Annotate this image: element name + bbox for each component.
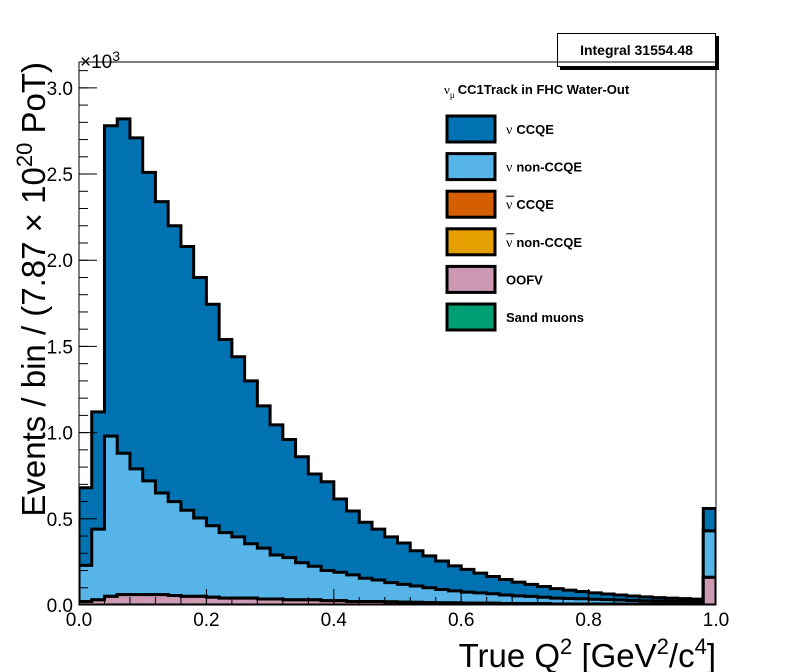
legend-swatch-4 bbox=[445, 264, 497, 294]
y-exponent-power: 3 bbox=[112, 48, 120, 64]
legend-label-0: ν CCQE bbox=[506, 122, 554, 138]
series--ccqe bbox=[79, 117, 716, 605]
x-axis-label-part: [GeV bbox=[572, 637, 656, 672]
chart-title-text: CC1Track in FHC Water-Out bbox=[458, 82, 630, 97]
legend-swatch-5 bbox=[445, 302, 497, 332]
y-tick-label: 2.0 bbox=[47, 251, 73, 272]
y-tick-label: 0.5 bbox=[47, 510, 73, 531]
x-tick-label: 0.2 bbox=[193, 610, 219, 631]
x-tick-label: 0.4 bbox=[321, 610, 348, 631]
legend-label-2: ν CCQE bbox=[506, 197, 554, 213]
legend-label-4: OOFV bbox=[506, 272, 543, 287]
legend-nu-symbol: ν bbox=[506, 198, 512, 213]
x-axis-label-sup: 2 bbox=[657, 634, 669, 659]
legend-label-3: ν non-CCQE bbox=[506, 235, 582, 251]
x-axis-label-part: /c bbox=[669, 637, 695, 672]
legend-swatch-2 bbox=[445, 189, 497, 219]
y-axis-label-part: PoT) bbox=[15, 62, 52, 143]
y-tick-label: 2.5 bbox=[47, 165, 73, 186]
legend-text: CCQE bbox=[516, 122, 554, 137]
legend-swatch-3 bbox=[445, 227, 497, 257]
y-tick-label: 1.0 bbox=[47, 424, 73, 445]
y-tick-label: 0.0 bbox=[47, 596, 73, 617]
legend-label-1: ν non-CCQE bbox=[506, 160, 582, 176]
legend-swatch-0 bbox=[445, 114, 497, 144]
legend-text: Sand muons bbox=[506, 310, 584, 325]
x-tick-label: 0.6 bbox=[448, 610, 474, 631]
y-tick-label: 1.5 bbox=[47, 337, 73, 358]
legend-nu-symbol: ν bbox=[506, 161, 512, 176]
x-axis-label-sup: 2 bbox=[560, 634, 572, 659]
x-axis-label-part: ] bbox=[707, 637, 716, 672]
legend-nu-symbol: ν bbox=[506, 123, 512, 138]
legend-nu-symbol: ν bbox=[506, 236, 512, 251]
legend-text: non-CCQE bbox=[516, 235, 582, 250]
y-tick-label: 3.0 bbox=[47, 79, 73, 100]
y-axis-label-part: Events / bin / (7.87 × 10 bbox=[15, 167, 52, 516]
histogram-stack bbox=[79, 117, 716, 605]
x-tick-label: 1.0 bbox=[703, 610, 729, 631]
legend-label-5: Sand muons bbox=[506, 310, 584, 325]
legend-swatch-1 bbox=[445, 152, 497, 182]
legend-text: OOFV bbox=[506, 272, 543, 287]
stats-box: Integral 31554.48 bbox=[557, 33, 716, 67]
chart-title-sub: μ bbox=[450, 90, 455, 100]
plot-frame bbox=[78, 61, 717, 606]
legend-text: non-CCQE bbox=[516, 160, 582, 175]
y-exponent-label: ×103 bbox=[80, 48, 120, 73]
legend-text: CCQE bbox=[516, 197, 554, 212]
x-tick-label: 0.8 bbox=[575, 610, 601, 631]
y-axis-label-sup: 20 bbox=[12, 143, 37, 167]
x-axis-label-sup: 4 bbox=[695, 634, 707, 659]
chart-title-nu: ν bbox=[444, 82, 450, 97]
stats-integral-text: Integral 31554.48 bbox=[580, 42, 693, 58]
x-axis-label-part: True Q bbox=[459, 637, 560, 672]
x-axis-label: True Q2 [GeV2/c4] bbox=[459, 634, 716, 672]
x-tick-label: 0.0 bbox=[66, 610, 92, 631]
y-axis-label: Events / bin / (7.87 × 1020 PoT) bbox=[12, 62, 52, 517]
chart-title: νμ CC1Track in FHC Water-Out bbox=[444, 82, 630, 100]
